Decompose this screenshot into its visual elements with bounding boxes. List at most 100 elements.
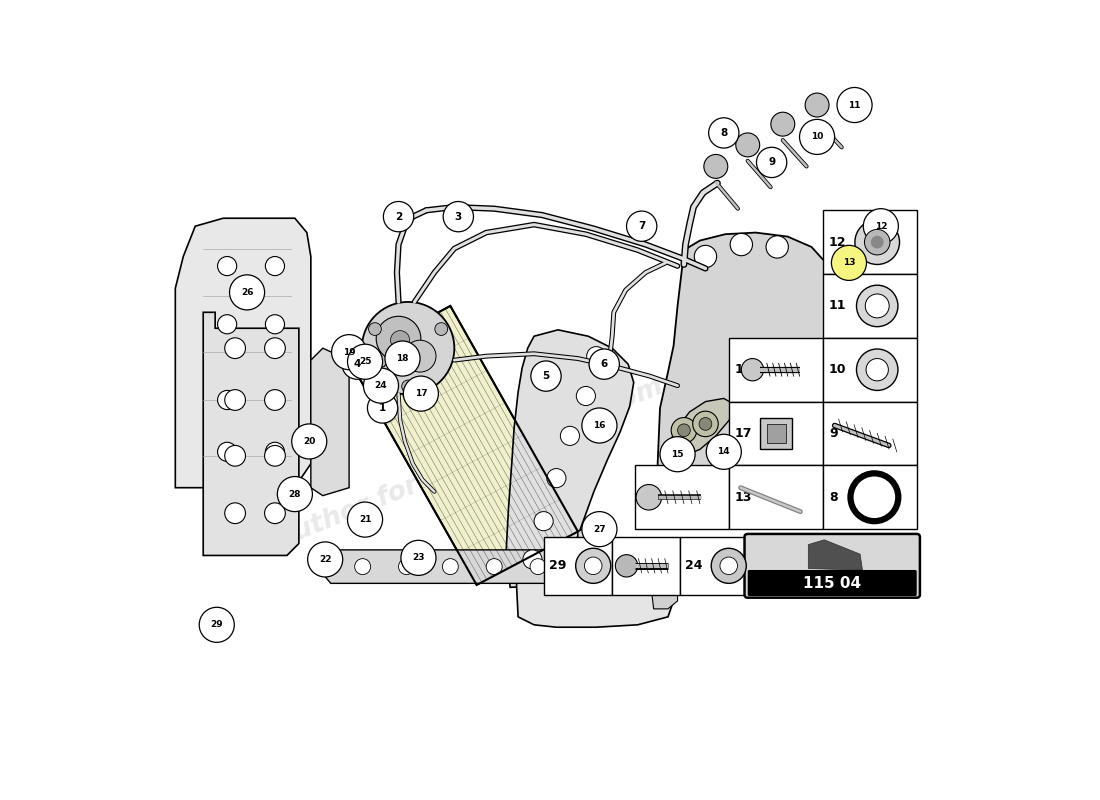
Circle shape [855, 220, 900, 265]
Circle shape [390, 330, 409, 350]
Circle shape [342, 349, 372, 379]
Polygon shape [578, 521, 609, 591]
Circle shape [331, 334, 366, 370]
Circle shape [720, 557, 737, 574]
Polygon shape [506, 330, 634, 587]
Circle shape [832, 246, 867, 281]
Polygon shape [808, 540, 862, 570]
Polygon shape [668, 398, 734, 456]
Circle shape [857, 286, 898, 326]
Circle shape [866, 294, 889, 318]
Circle shape [850, 474, 899, 521]
FancyBboxPatch shape [823, 274, 916, 338]
FancyBboxPatch shape [760, 418, 792, 450]
Text: 11: 11 [848, 101, 861, 110]
Circle shape [404, 376, 439, 411]
Circle shape [199, 607, 234, 642]
Polygon shape [658, 233, 835, 508]
Circle shape [590, 349, 619, 379]
Circle shape [224, 503, 245, 523]
Circle shape [531, 361, 561, 391]
FancyBboxPatch shape [767, 424, 786, 443]
FancyBboxPatch shape [728, 466, 823, 529]
Text: author for parts supply.com: author for parts supply.com [273, 374, 668, 554]
Text: 10: 10 [811, 133, 823, 142]
Circle shape [348, 344, 383, 379]
Text: 8: 8 [720, 128, 727, 138]
Circle shape [265, 503, 285, 523]
Circle shape [224, 390, 245, 410]
Circle shape [586, 346, 606, 366]
Text: 22: 22 [319, 555, 331, 564]
Polygon shape [371, 352, 389, 368]
Circle shape [224, 446, 245, 466]
FancyBboxPatch shape [544, 537, 613, 594]
Circle shape [547, 469, 565, 488]
Circle shape [857, 349, 898, 390]
Text: 1: 1 [379, 403, 386, 413]
Text: 8: 8 [829, 490, 838, 504]
Circle shape [575, 548, 611, 583]
Circle shape [700, 418, 712, 430]
Circle shape [582, 512, 617, 546]
Circle shape [224, 338, 245, 358]
Circle shape [678, 424, 691, 437]
Circle shape [694, 246, 716, 268]
Circle shape [627, 211, 657, 242]
Circle shape [368, 322, 382, 335]
Text: 15: 15 [671, 450, 684, 458]
Text: 29: 29 [549, 559, 566, 572]
Text: 7: 7 [638, 222, 646, 231]
Circle shape [402, 380, 415, 393]
Text: 115 04: 115 04 [803, 575, 861, 590]
FancyBboxPatch shape [823, 402, 916, 466]
Circle shape [218, 390, 236, 410]
Circle shape [398, 558, 415, 574]
Circle shape [693, 411, 718, 437]
Circle shape [218, 442, 236, 462]
Circle shape [770, 475, 792, 498]
Text: 9: 9 [829, 427, 838, 440]
Text: 9: 9 [768, 158, 776, 167]
FancyBboxPatch shape [728, 338, 823, 402]
Polygon shape [517, 561, 673, 627]
Text: 11: 11 [829, 299, 847, 313]
Circle shape [354, 558, 371, 574]
Circle shape [363, 368, 398, 403]
Circle shape [871, 236, 883, 249]
Circle shape [771, 112, 794, 136]
Circle shape [865, 230, 890, 255]
Text: 24: 24 [684, 559, 702, 572]
FancyBboxPatch shape [823, 338, 916, 402]
Text: 28: 28 [288, 490, 301, 498]
FancyBboxPatch shape [748, 570, 916, 596]
Circle shape [434, 322, 448, 335]
FancyBboxPatch shape [635, 466, 728, 529]
Circle shape [486, 558, 503, 574]
Text: 23: 23 [412, 554, 425, 562]
Text: 12: 12 [829, 236, 847, 249]
Circle shape [694, 473, 716, 495]
Text: 13: 13 [843, 258, 855, 267]
Circle shape [576, 386, 595, 406]
Circle shape [404, 340, 436, 372]
Circle shape [660, 437, 695, 472]
Circle shape [766, 236, 789, 258]
Circle shape [348, 502, 383, 537]
FancyBboxPatch shape [613, 537, 680, 594]
Circle shape [866, 358, 889, 381]
Circle shape [265, 390, 285, 410]
Text: 26: 26 [241, 288, 253, 297]
Circle shape [708, 118, 739, 148]
Circle shape [730, 234, 752, 256]
FancyBboxPatch shape [728, 402, 823, 466]
Circle shape [712, 548, 746, 583]
Text: 6: 6 [601, 359, 608, 369]
Text: 18: 18 [396, 354, 409, 363]
Circle shape [265, 257, 285, 276]
Text: 25: 25 [617, 559, 635, 572]
Circle shape [230, 275, 265, 310]
Circle shape [385, 341, 420, 376]
Text: 14: 14 [717, 447, 730, 456]
Polygon shape [349, 306, 578, 585]
